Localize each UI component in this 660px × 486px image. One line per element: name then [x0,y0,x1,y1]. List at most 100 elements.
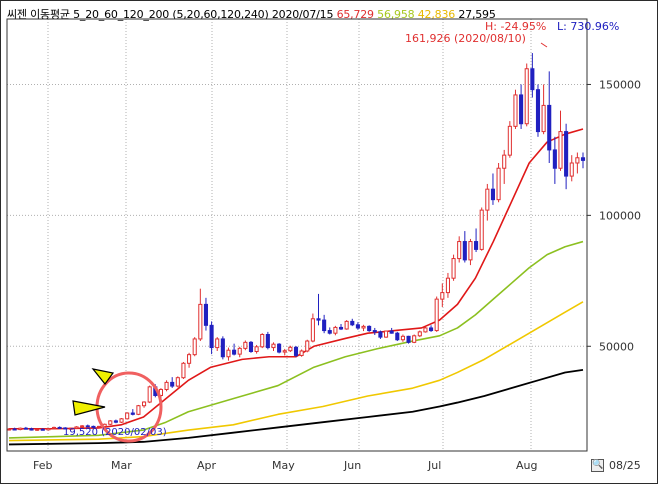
ma-line-240 [8,368,584,446]
candle [490,173,496,205]
candle [530,53,535,98]
candle [260,333,265,349]
candle [147,385,152,404]
candle [535,84,541,137]
candle [226,347,231,361]
candle [564,123,569,190]
candle [288,345,293,353]
footer-date: 08/25 [609,459,641,472]
candle [400,334,405,342]
candle [113,419,118,424]
candle [457,236,462,263]
candle [322,314,327,334]
grid [7,19,587,451]
candle [282,348,287,356]
x-tick-label: Mar [111,459,132,472]
candle [192,337,197,357]
candle [462,231,467,263]
candle [367,325,372,332]
candle [80,425,85,428]
candle [524,63,529,127]
candle [215,337,220,351]
candlesticks [6,53,586,431]
candle [136,404,141,416]
header-date: 2020/07/15 [271,8,334,21]
candle [277,343,282,354]
candle [474,228,479,253]
candle [198,288,203,342]
candle [327,327,332,335]
x-tick-label: Feb [33,459,52,472]
ma20-value: 65,729 [336,8,374,21]
candle [333,325,338,336]
ma240-value: 27,595 [458,8,496,21]
chart-header: 씨젠 이동평균 5_20_60_120_200 (5,20,60,120,240… [7,6,496,22]
candle [203,297,209,331]
candle [96,425,102,429]
candle [299,349,304,357]
candle [68,427,73,430]
candle [338,324,344,331]
ma-line-20 [9,128,584,430]
axes: 50000 100000 150000 Feb Mar Apr May Jun Jul Aug [6,18,641,472]
candle [63,427,68,430]
candle [406,335,411,344]
high-value-label: 161,926 (2020/08/10) [405,32,526,45]
candle [479,207,484,251]
candle [243,340,248,351]
candle [108,420,113,426]
candle [541,84,546,135]
candle [451,254,456,281]
candle [254,344,259,354]
candle [350,318,355,327]
arrow-icon [91,368,115,385]
candle [265,331,270,350]
candle [271,342,276,351]
candle [46,427,51,431]
y-tick-label: 150000 [599,78,641,91]
overlays [72,42,548,443]
candle [412,334,417,344]
candle [372,327,377,336]
x-tick-label: Jun [343,459,361,472]
y-tick-label: 50000 [599,340,634,353]
ma-line-60 [8,240,584,439]
candle [12,427,17,431]
candle [519,84,524,129]
magnifier-icon[interactable]: 🔍 [591,459,604,472]
candle [119,418,124,423]
candle [23,426,28,430]
candle [344,320,349,330]
candle [248,341,254,353]
candle [305,339,310,353]
high-pointer-line [540,42,548,48]
candle [181,361,186,379]
candle [85,424,90,428]
candle [361,324,366,332]
candle [378,330,383,339]
x-tick-label: Apr [197,459,217,472]
candle [316,293,321,326]
low-percent-label: L: 730.96% [557,20,619,33]
candle [580,152,586,169]
candle [445,272,450,298]
candle [74,426,79,430]
candle [310,313,315,343]
x-tick-label: Aug [516,459,537,472]
candle [187,352,192,368]
candle [395,331,400,342]
ma-params: (5,20,60,120,240) [172,8,269,21]
candle [423,326,428,333]
candle [35,428,40,431]
candle [164,380,169,392]
candle [496,163,501,203]
candle [417,330,422,338]
candle [232,343,237,356]
candle [502,149,507,184]
candle [18,427,23,431]
plot-area [6,18,588,452]
candle [355,322,360,330]
candle [547,71,552,163]
